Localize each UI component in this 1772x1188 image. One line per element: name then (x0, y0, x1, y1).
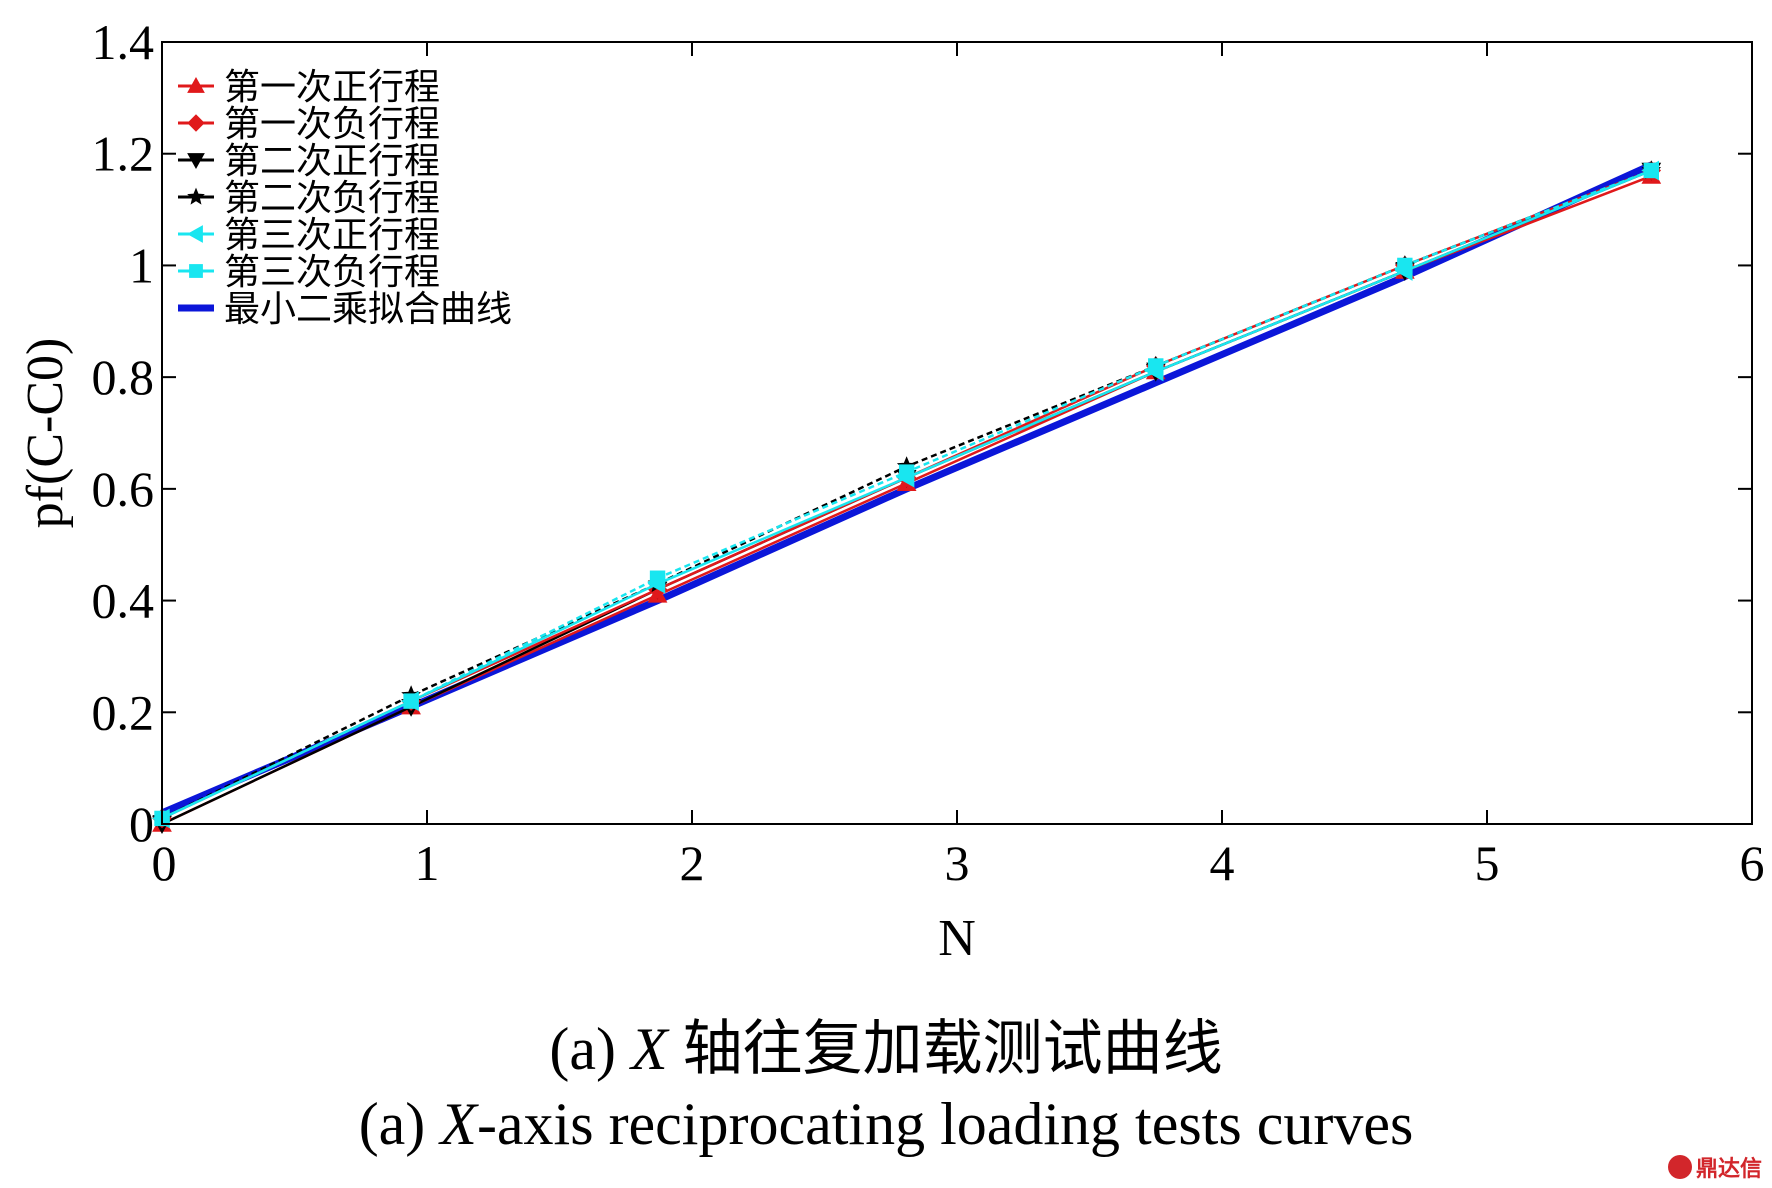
caption-cn-variable: X (630, 1016, 668, 1082)
caption-chinese: (a) X 轴往复加载测试曲线 (0, 1000, 1772, 1087)
y-tick-label: 0.2 (92, 684, 155, 740)
axis-ticks: 0 1 2 3 4 5 6 0 0.2 0.4 0.6 0.8 1 1.2 1.4 (92, 14, 1765, 891)
legend-label: 第一次负行程 (224, 104, 440, 145)
caption-cn-prefix: (a) (549, 1016, 631, 1082)
legend-label: 第二次正行程 (224, 141, 440, 182)
data-point (1643, 162, 1659, 179)
data-point (649, 570, 666, 586)
watermark-text: 鼎达信 (1695, 1157, 1762, 1182)
caption-en-text: -axis reciprocating loading tests curves (476, 1091, 1414, 1157)
x-tick-label: 3 (945, 835, 970, 891)
caption-english: (a) X-axis reciprocating loading tests c… (0, 1090, 1772, 1159)
caption-cn-text: 轴往复加载测试曲线 (667, 1016, 1223, 1082)
x-tick-label: 6 (1740, 835, 1765, 891)
legend-label: 第三次正行程 (224, 215, 440, 256)
caption-en-prefix: (a) (358, 1091, 441, 1157)
series-6 (154, 162, 1659, 827)
data-point (187, 153, 205, 170)
data-point (1397, 257, 1413, 274)
y-tick-label: 0.6 (92, 461, 155, 517)
legend-label: 最小二乘拟合曲线 (224, 289, 512, 330)
data-point (187, 76, 205, 93)
legend-label: 第三次负行程 (224, 252, 440, 293)
data-point (189, 264, 203, 278)
chart: 0 1 2 3 4 5 6 0 0.2 0.4 0.6 0.8 1 1.2 1.4 第一次正行程第一次负行程… (17, 14, 1765, 967)
x-tick-label: 0 (152, 835, 177, 891)
y-tick-label: 0.8 (92, 349, 155, 405)
y-tick-label: 0.4 (92, 573, 155, 629)
data-point (187, 114, 205, 132)
y-axis-label: pf(C-C0) (17, 338, 74, 529)
legend-label: 第二次负行程 (224, 178, 440, 219)
y-tick-label: 1 (129, 237, 154, 293)
x-tick-label: 2 (680, 835, 705, 891)
legend-label: 第一次正行程 (224, 67, 440, 108)
data-point (1148, 358, 1164, 374)
watermark-logo-icon (1667, 1155, 1692, 1179)
x-axis-label: N (938, 910, 976, 967)
legend: 第一次正行程第一次负行程第二次正行程第二次负行程第三次正行程第三次负行程最小二乘… (178, 67, 512, 330)
x-tick-label: 4 (1210, 835, 1235, 891)
data-point (898, 464, 915, 480)
plot-area (151, 160, 1662, 835)
caption-en-variable: X (440, 1091, 477, 1157)
y-tick-label: 1.2 (92, 126, 155, 182)
x-tick-label: 5 (1475, 835, 1500, 891)
watermark: 鼎达信 (1667, 1152, 1762, 1182)
x-tick-label: 1 (415, 835, 440, 891)
y-tick-label: 0 (129, 796, 154, 852)
data-point (403, 693, 419, 709)
y-tick-label: 1.4 (92, 14, 155, 70)
data-point (187, 187, 205, 205)
data-point (186, 225, 203, 243)
